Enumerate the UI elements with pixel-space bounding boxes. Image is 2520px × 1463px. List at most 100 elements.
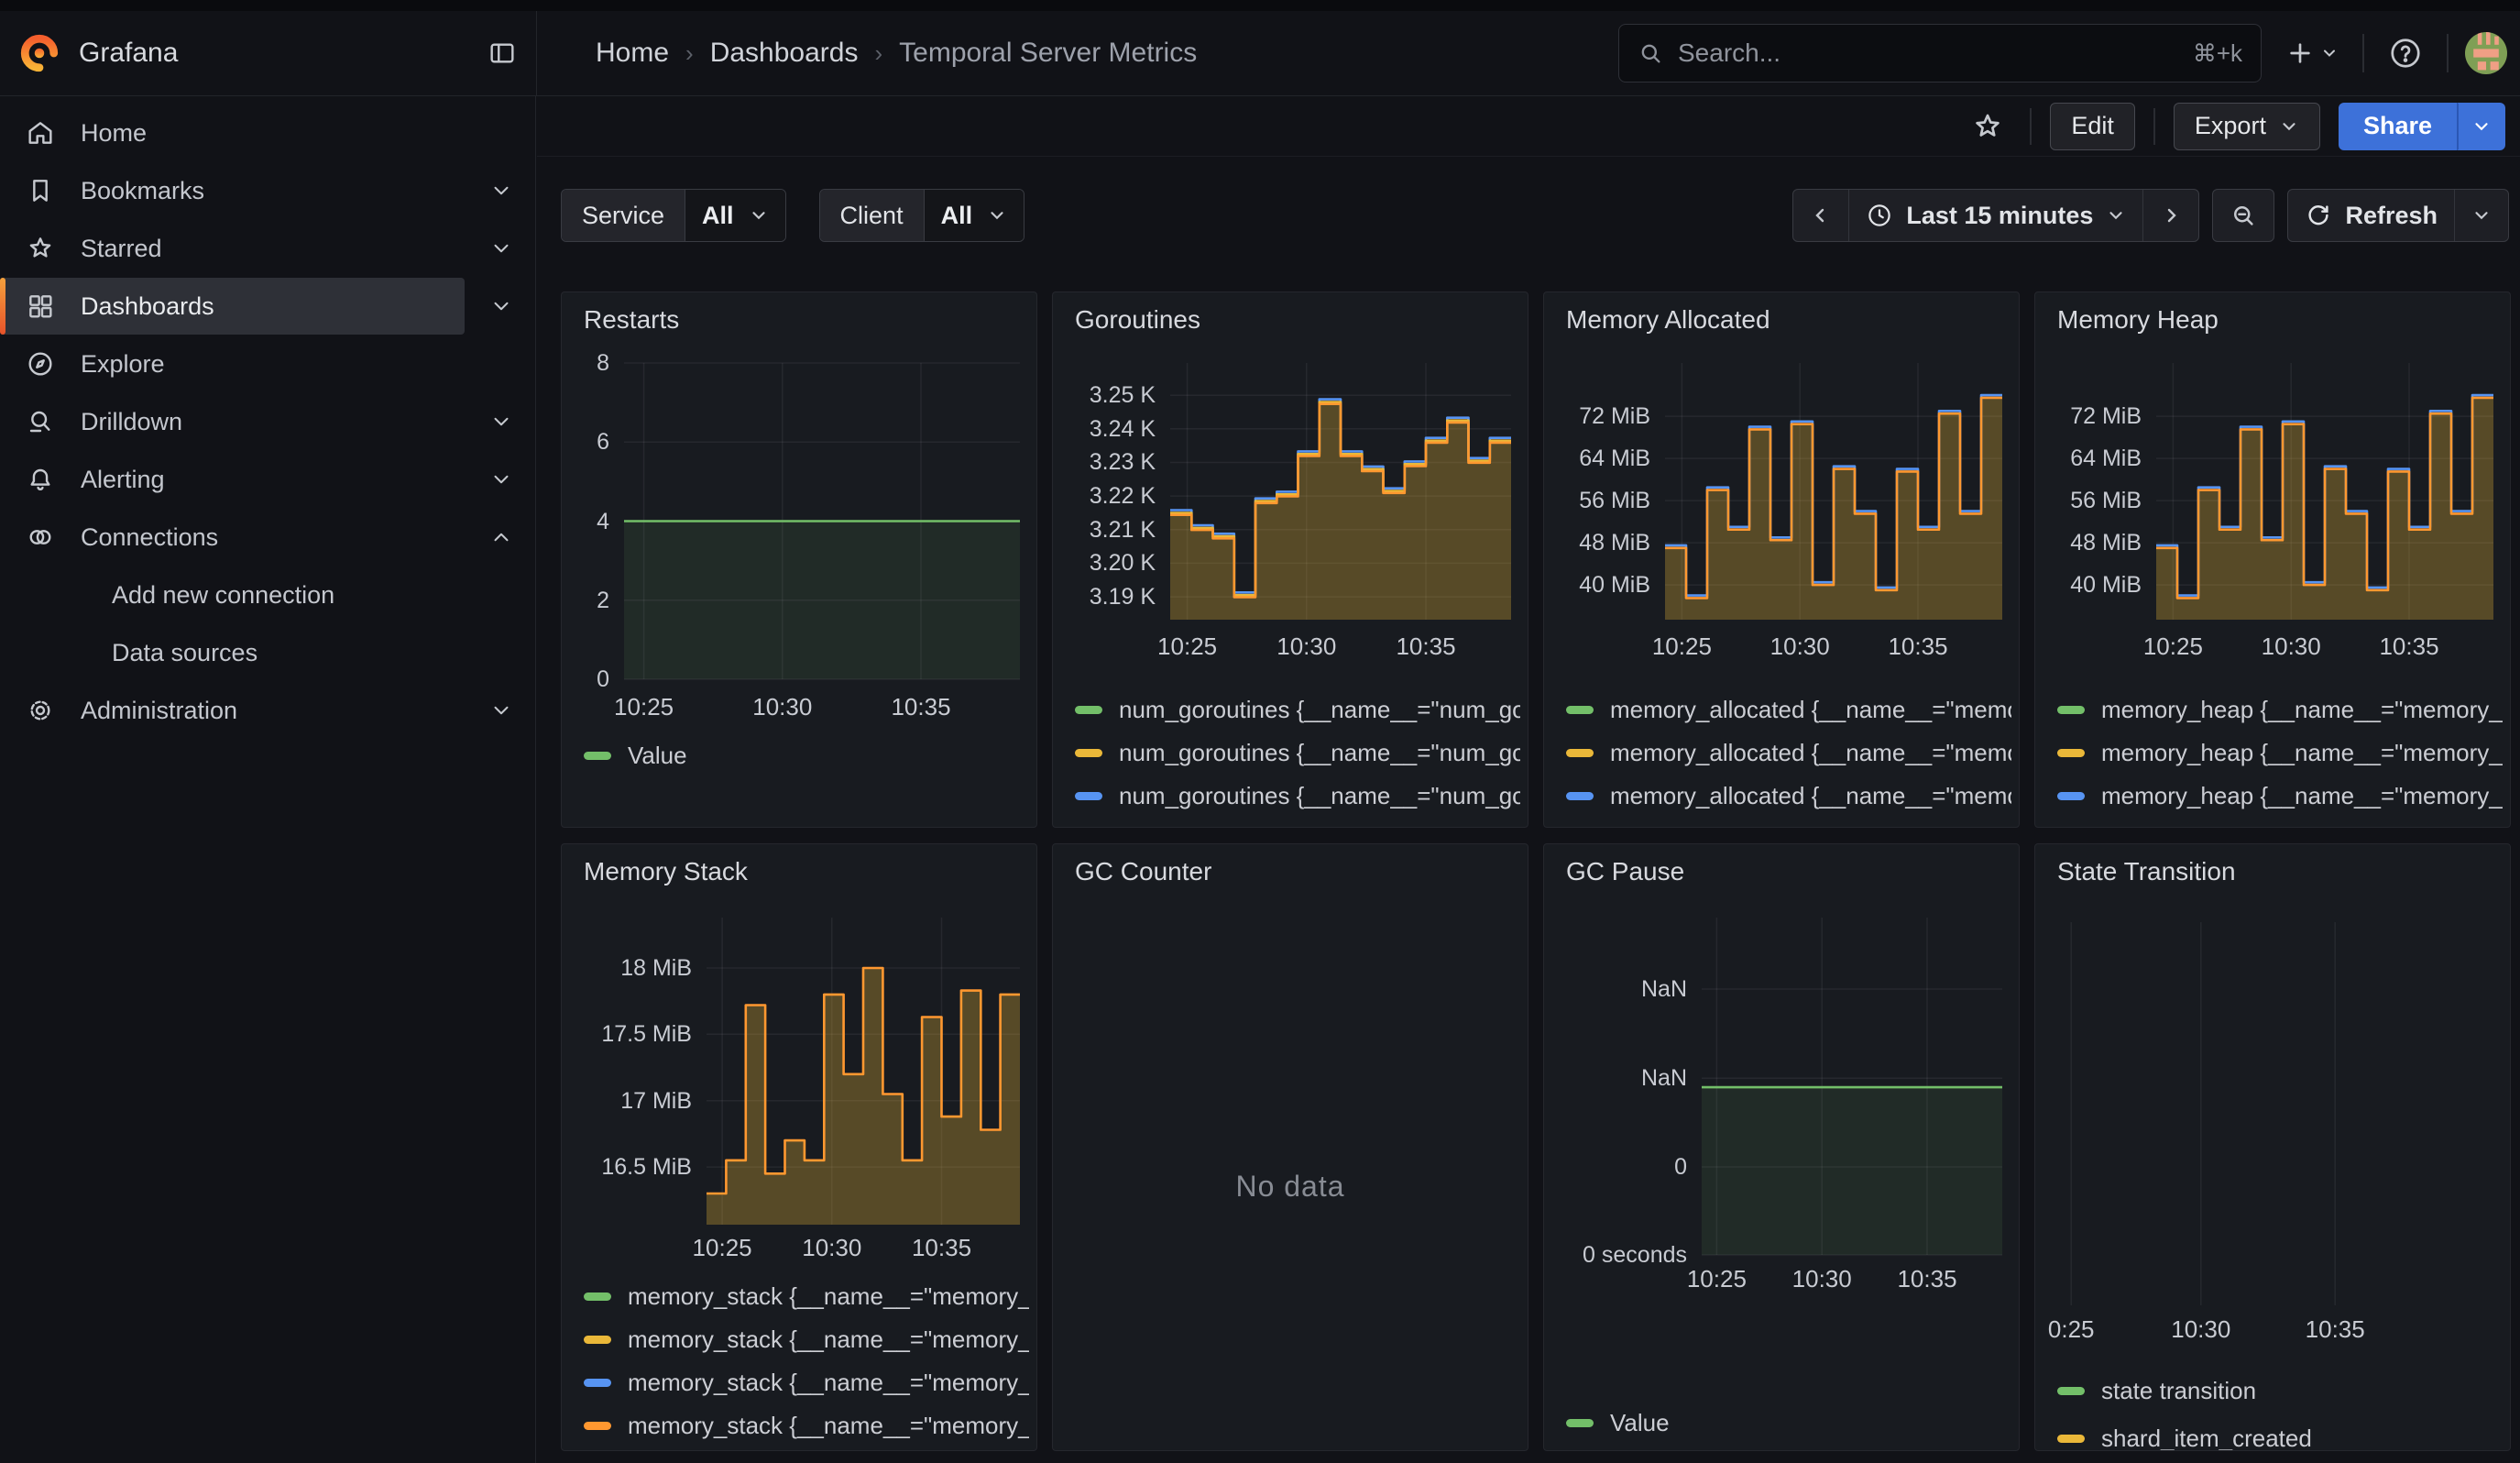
sidebar-item-connections[interactable]: Connections xyxy=(0,509,465,566)
plot-area[interactable] xyxy=(1665,363,2002,620)
legend-item[interactable]: memory_heap {__name__="memory_h xyxy=(2057,775,2503,818)
dock-sidebar-icon[interactable] xyxy=(482,33,522,73)
toolbar-divider xyxy=(2153,108,2155,145)
sidebar-item-explore[interactable]: Explore xyxy=(0,336,465,392)
legend-item[interactable]: memory_allocated {__name__="memo xyxy=(1566,818,2011,822)
help-icon[interactable] xyxy=(2381,28,2430,79)
legend-item[interactable]: num_goroutines {__name__="num_go xyxy=(1075,732,1520,775)
legend-label: shard_item_created xyxy=(2101,1424,2312,1451)
grafana-logo-icon[interactable] xyxy=(20,34,59,72)
y-axis-tick: 48 MiB xyxy=(1562,530,1650,556)
sidebar-item-chevron[interactable] xyxy=(489,698,513,722)
chevron-down-icon xyxy=(2471,205,2492,226)
refresh-button[interactable]: Refresh xyxy=(2288,190,2454,241)
legend-swatch xyxy=(2057,1435,2085,1443)
sidebar-item-add-new-connection[interactable]: Add new connection xyxy=(0,566,465,623)
share-button[interactable]: Share xyxy=(2339,103,2457,150)
legend-item[interactable]: memory_allocated {__name__="memo xyxy=(1566,732,2011,775)
plot-area[interactable] xyxy=(1170,363,1511,620)
plot-area[interactable] xyxy=(2156,363,2493,620)
legend-swatch xyxy=(2057,1387,2085,1395)
time-shift-forward-button[interactable] xyxy=(2142,190,2198,241)
sidebar-item-data-sources[interactable]: Data sources xyxy=(0,624,465,681)
sidebar-item-home[interactable]: Home xyxy=(0,104,465,161)
legend-swatch xyxy=(2057,792,2085,800)
legend-item[interactable]: state transition xyxy=(2057,1367,2503,1414)
legend-label: memory_stack {__name__="memory_s xyxy=(628,1412,1029,1440)
plot-area[interactable] xyxy=(1702,918,2002,1255)
sidebar-item-chevron[interactable] xyxy=(489,525,513,549)
legend-label: memory_allocated {__name__="memo xyxy=(1610,782,2011,810)
legend-label: memory_stack {__name__="memory_s xyxy=(628,1282,1029,1311)
sidebar-item-bookmarks[interactable]: Bookmarks xyxy=(0,162,465,219)
legend-item[interactable]: memory_stack {__name__="memory_s xyxy=(584,1361,1029,1404)
sidebar-item-chevron[interactable] xyxy=(489,410,513,434)
y-axis-tick: 6 xyxy=(580,429,609,456)
sidebar-item-chevron[interactable] xyxy=(489,179,513,203)
service-filter-value[interactable]: All xyxy=(685,190,785,241)
plot-area[interactable] xyxy=(2054,922,2493,1305)
edit-button[interactable]: Edit xyxy=(2050,103,2135,150)
legend-swatch xyxy=(1566,706,1594,714)
sidebar-item-alerting[interactable]: Alerting xyxy=(0,451,465,508)
breadcrumb-home[interactable]: Home xyxy=(596,38,669,69)
legend-label: memory_stack {__name__="memory_s xyxy=(628,1369,1029,1397)
star-dashboard-icon[interactable] xyxy=(1964,101,2011,152)
export-button[interactable]: Export xyxy=(2174,103,2320,150)
sidebar-item-label: Alerting xyxy=(81,466,165,494)
memory-heap-chart: 72 MiB64 MiB56 MiB48 MiB40 MiB10:2510:30… xyxy=(2035,292,2510,827)
panel-memory-heap: Memory Heap 72 MiB64 MiB56 MiB48 MiB40 M… xyxy=(2034,292,2511,828)
x-axis-tick: 10:35 xyxy=(891,693,950,721)
time-range-picker[interactable]: Last 15 minutes xyxy=(1848,190,2142,241)
legend-item[interactable]: memory_heap {__name__="memory_h xyxy=(2057,818,2503,822)
zoom-out-group xyxy=(2212,189,2274,242)
chevron-down-icon xyxy=(2279,116,2299,137)
legend-label: Value xyxy=(628,742,687,770)
legend-item[interactable]: Value xyxy=(584,734,1029,777)
search-placeholder: Search... xyxy=(1678,38,2178,68)
sidebar-item-chevron[interactable] xyxy=(489,468,513,491)
avatar[interactable] xyxy=(2465,32,2507,74)
zoom-out-button[interactable] xyxy=(2213,190,2273,241)
legend-item[interactable]: memory_heap {__name__="memory_h xyxy=(2057,732,2503,775)
search-input[interactable]: Search... ⌘+k xyxy=(1618,24,2262,82)
legend-item[interactable]: memory_heap {__name__="memory_h xyxy=(2057,688,2503,732)
grafana-app: Grafana Home › Dashboards › Temporal Ser… xyxy=(0,0,2520,1463)
sidebar-item-chevron[interactable] xyxy=(489,236,513,260)
breadcrumb-dashboards[interactable]: Dashboards xyxy=(710,38,859,69)
sidebar-item-label: Dashboards xyxy=(81,292,214,321)
add-new-button[interactable] xyxy=(2278,28,2346,79)
clock-icon xyxy=(1866,202,1893,229)
nav-actions-divider xyxy=(2447,34,2449,72)
sidebar-item-label: Starred xyxy=(81,235,162,263)
refresh-interval-dropdown[interactable] xyxy=(2454,190,2508,241)
legend-item[interactable]: memory_stack {__name__="memory_s xyxy=(584,1275,1029,1318)
sidebar-item-drilldown[interactable]: Drilldown xyxy=(0,393,465,450)
legend-item[interactable]: Value xyxy=(1566,1402,2011,1445)
legend-item[interactable]: shard_item_created xyxy=(2057,1414,2503,1450)
nav-divider xyxy=(536,11,537,96)
legend-item[interactable]: num_goroutines {__name__="num_go xyxy=(1075,775,1520,818)
legend-swatch xyxy=(1075,792,1102,800)
client-filter-value[interactable]: All xyxy=(924,190,1024,241)
brand-label[interactable]: Grafana xyxy=(79,38,178,69)
plot-area[interactable] xyxy=(624,363,1020,679)
sidebar-item-dashboards[interactable]: Dashboards xyxy=(0,278,465,335)
legend-item[interactable]: memory_stack {__name__="memory_s xyxy=(584,1404,1029,1447)
legend-swatch xyxy=(1075,749,1102,757)
plot-area[interactable] xyxy=(707,918,1020,1225)
legend-item[interactable]: memory_stack {__name__="memory_s xyxy=(584,1318,1029,1361)
service-filter[interactable]: Service All xyxy=(561,189,786,242)
sidebar-item-label: Data sources xyxy=(112,639,257,667)
client-filter[interactable]: Client All xyxy=(819,189,1025,242)
legend-swatch xyxy=(584,1292,611,1301)
share-dropdown-button[interactable] xyxy=(2457,103,2505,150)
sidebar-item-starred[interactable]: Starred xyxy=(0,220,465,277)
legend-item[interactable]: num_goroutines {__name__="num_go xyxy=(1075,818,1520,822)
legend-item[interactable]: num_goroutines {__name__="num_go xyxy=(1075,688,1520,732)
sidebar-item-chevron[interactable] xyxy=(489,294,513,318)
time-shift-back-button[interactable] xyxy=(1793,190,1848,241)
legend-item[interactable]: memory_allocated {__name__="memo xyxy=(1566,775,2011,818)
legend-item[interactable]: memory_allocated {__name__="memo xyxy=(1566,688,2011,732)
sidebar-item-administration[interactable]: Administration xyxy=(0,682,465,739)
